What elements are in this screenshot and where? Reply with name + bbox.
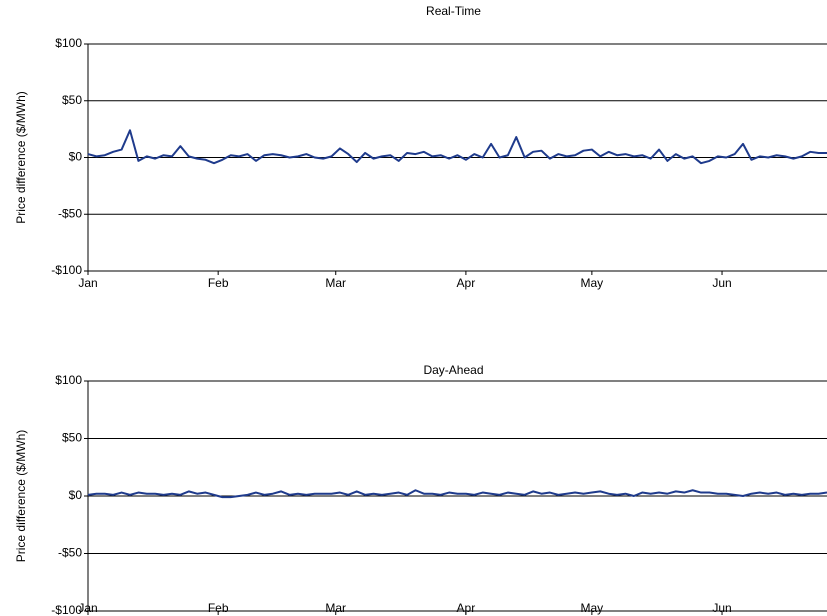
x-tick-label: Apr (457, 276, 476, 290)
y-tick-label: $100 (55, 373, 82, 387)
x-tick-label: Feb (208, 276, 229, 290)
x-tick-label: Mar (325, 601, 346, 615)
x-tick-label: Jan (78, 601, 97, 615)
y-tick-label: -$100 (51, 603, 82, 616)
y-tick-label: -$100 (51, 263, 82, 277)
y-tick-label: -$50 (58, 546, 82, 560)
x-tick-label: Feb (208, 601, 229, 615)
x-tick-label: Mar (325, 276, 346, 290)
y-tick-label: $100 (55, 36, 82, 50)
data-line (87, 129, 827, 165)
y-axis-label: Price difference ($/MWh) (14, 430, 28, 563)
x-tick-label: Apr (457, 601, 476, 615)
y-tick-label: $0 (69, 488, 83, 502)
data-line (87, 489, 827, 499)
x-tick-label: Jan (78, 276, 97, 290)
y-tick-label: $50 (62, 93, 82, 107)
x-tick-label: May (581, 601, 604, 615)
x-tick-label: Jun (712, 276, 731, 290)
y-tick-label: $0 (69, 150, 83, 164)
x-tick-label: May (581, 276, 604, 290)
y-tick-label: $50 (62, 431, 82, 445)
chart-title: Day-Ahead (423, 363, 483, 377)
chart-title: Real-Time (426, 4, 481, 18)
y-tick-label: -$50 (58, 206, 82, 220)
y-axis-label: Price difference ($/MWh) (14, 91, 28, 224)
x-tick-label: Jun (712, 601, 731, 615)
